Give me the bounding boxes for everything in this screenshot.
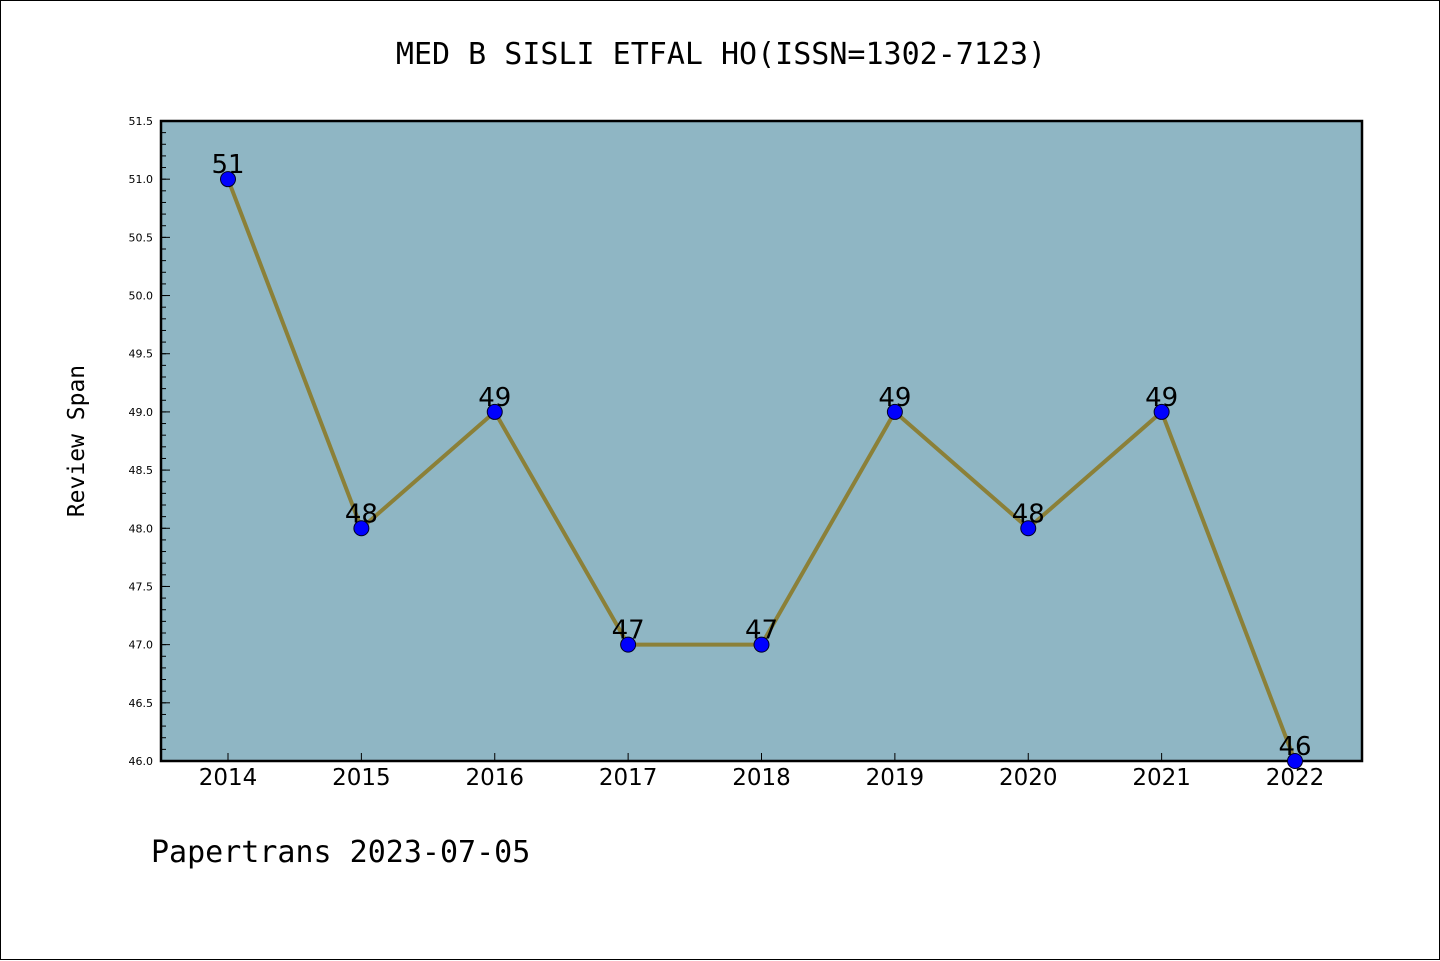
x-tick-label: 2022 xyxy=(1266,765,1325,791)
data-label: 47 xyxy=(745,616,778,646)
footer-note: Papertrans 2023-07-05 xyxy=(151,835,531,870)
y-tick-label: 46.0 xyxy=(129,755,154,768)
y-tick-label: 48.5 xyxy=(129,464,154,477)
x-tick-label: 2021 xyxy=(1132,765,1191,791)
data-point xyxy=(1020,520,1037,537)
x-tick-label: 2017 xyxy=(599,765,658,791)
y-tick-label: 51.0 xyxy=(129,173,154,186)
x-tick-label: 2019 xyxy=(866,765,925,791)
data-label: 48 xyxy=(345,499,378,529)
y-tick-label: 50.5 xyxy=(129,231,154,244)
y-tick-label: 51.5 xyxy=(129,115,154,128)
x-tick-label: 2014 xyxy=(199,765,258,791)
y-tick-label: 46.5 xyxy=(129,697,154,710)
x-tick-label: 2018 xyxy=(732,765,791,791)
data-point xyxy=(886,403,903,420)
data-point xyxy=(486,403,503,420)
x-tick-label: 2020 xyxy=(999,765,1058,791)
data-point xyxy=(220,171,236,188)
data-point xyxy=(353,520,370,537)
y-tick-label: 49.5 xyxy=(129,348,154,361)
data-label: 47 xyxy=(612,616,645,646)
plot-area-background xyxy=(161,121,1362,761)
y-tick-label: 49.0 xyxy=(129,406,154,419)
chart-title: MED B SISLI ETFAL HO(ISSN=1302-7123) xyxy=(395,37,1047,72)
data-label: 51 xyxy=(211,150,244,180)
y-tick-label: 47.5 xyxy=(129,580,154,593)
data-point xyxy=(753,636,770,653)
y-tick-label: 48.0 xyxy=(129,522,154,535)
data-label: 48 xyxy=(1012,499,1045,529)
y-tick-label: 47.0 xyxy=(129,639,154,652)
y-tick-label: 50.0 xyxy=(129,290,154,303)
data-label: 49 xyxy=(1145,383,1178,413)
x-tick-label: 2016 xyxy=(465,765,524,791)
data-point xyxy=(1153,403,1170,420)
x-tick-label: 2015 xyxy=(332,765,391,791)
plot-frame xyxy=(159,119,1364,763)
data-label: 49 xyxy=(478,383,511,413)
data-label: 49 xyxy=(878,383,911,413)
data-point xyxy=(1287,753,1303,769)
data-point xyxy=(620,636,637,653)
data-label: 46 xyxy=(1278,732,1311,762)
